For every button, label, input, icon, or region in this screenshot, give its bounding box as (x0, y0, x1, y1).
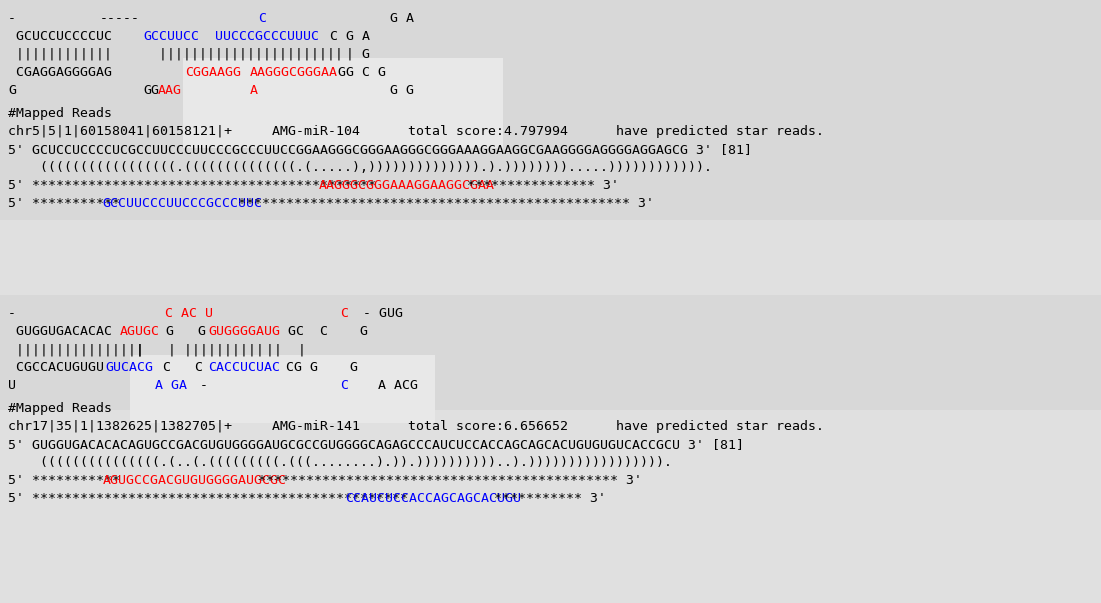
Text: GCCUUCC: GCCUUCC (143, 30, 199, 43)
Text: 5' GCUCCUCCCCUCGCCUUCCCUUCCCGCCCUUCCGGAAGGGCGGGAAGGGCGGGAAAGGAAGGCGAAGGGGAGGGGAG: 5' GCUCCUCCCCUCGCCUUCCCUUCCCGCCCUUCCGGAA… (8, 143, 752, 156)
Text: | G: | G (338, 48, 370, 61)
Text: C: C (340, 307, 348, 320)
Text: GUCACG: GUCACG (105, 361, 153, 374)
Text: ||||||||: |||||||| (143, 48, 224, 61)
Text: C   C: C C (155, 361, 211, 374)
Text: CCAUCUCCACCAGCAGCACUGU: CCAUCUCCACCAGCAGCACUGU (346, 492, 522, 505)
FancyBboxPatch shape (0, 0, 1101, 220)
Text: CACCUCUAC: CACCUCUAC (208, 361, 280, 374)
Text: chr17|35|1|1382625|1382705|+     AMG-miR-141      total score:6.656652      have: chr17|35|1|1382625|1382705|+ AMG-miR-141… (8, 420, 824, 433)
FancyBboxPatch shape (183, 58, 503, 148)
Text: #Mapped Reads: #Mapped Reads (8, 107, 112, 120)
Text: -: - (192, 379, 208, 392)
FancyBboxPatch shape (0, 295, 1101, 410)
Text: C G A: C G A (330, 30, 370, 43)
Text: G: G (328, 325, 368, 338)
Text: |||||||||||||||: ||||||||||||||| (215, 48, 344, 61)
FancyBboxPatch shape (0, 410, 1101, 603)
Text: chr5|5|1|60158041|60158121|+     AMG-miR-104      total score:4.797994      have: chr5|5|1|60158041|60158121|+ AMG-miR-104… (8, 125, 824, 138)
Text: GC  C: GC C (280, 325, 328, 338)
Text: 5' ***********: 5' *********** (8, 474, 120, 487)
Text: *********** 3': *********** 3' (494, 492, 606, 505)
Text: AAGGGCGGGAA: AAGGGCGGGAA (250, 66, 338, 79)
Text: A: A (250, 84, 258, 97)
Text: ********************************************* 3': ****************************************… (258, 474, 642, 487)
Text: -----: ----- (100, 12, 140, 25)
Text: CGCCACUGUGU: CGCCACUGUGU (8, 361, 103, 374)
Text: C: C (340, 379, 348, 392)
Text: G   G: G G (159, 325, 214, 338)
Text: #Mapped Reads: #Mapped Reads (8, 402, 112, 415)
Text: AAGGGCGGGAAAGGAAGGCGAA: AAGGGCGGGAAAGGAAGGCGAA (318, 179, 494, 192)
Text: ||||||||||||||||: |||||||||||||||| (8, 343, 144, 356)
Text: UUCCCGCCCUUUC: UUCCCGCCCUUUC (215, 30, 319, 43)
Text: A GA: A GA (155, 379, 187, 392)
Text: U: U (8, 379, 17, 392)
Text: GCUCCUCCCCUC: GCUCCUCCCCUC (8, 30, 112, 43)
Text: CGAGGAGGGGAG: CGAGGAGGGGAG (8, 66, 112, 79)
Text: 5' *******************************************: 5' *************************************… (8, 179, 377, 192)
Text: GUGGGGAUG: GUGGGGAUG (208, 325, 280, 338)
Text: **************** 3': **************** 3' (467, 179, 619, 192)
Text: A ACG: A ACG (370, 379, 418, 392)
Text: CGGAAGG: CGGAAGG (185, 66, 241, 79)
Text: (((((((((((((((((.((((((((((((((.(.....),)))))))))))))).).)))))))).....))))))))): (((((((((((((((((.((((((((((((((.(.....)… (8, 161, 712, 174)
Text: CG G    G: CG G G (277, 361, 358, 374)
Text: ||||||||||||: |||||||||||| (8, 48, 112, 61)
Text: GUGGUGACACAC: GUGGUGACACAC (8, 325, 112, 338)
Text: -: - (8, 307, 17, 320)
Text: G G: G G (390, 84, 414, 97)
Text: 5' ***********************************************: 5' *************************************… (8, 492, 408, 505)
Text: - GUG: - GUG (355, 307, 403, 320)
FancyBboxPatch shape (130, 355, 435, 423)
Text: AGUGCCGACGUGUGGGGAUGCGC: AGUGCCGACGUGUGGGGAUGCGC (102, 474, 286, 487)
Text: G: G (8, 84, 17, 97)
Text: AGUGC: AGUGC (120, 325, 160, 338)
Text: C: C (258, 12, 266, 25)
Text: GCCUUCCCUUCCCGCCCUUC: GCCUUCCCUUCCCGCCCUUC (102, 197, 262, 210)
Text: GG: GG (143, 84, 159, 97)
Text: AAG: AAG (159, 84, 182, 97)
Text: ************************************************* 3': ****************************************… (238, 197, 654, 210)
Text: |   | ||||||||||: | | |||||||||| (128, 343, 264, 356)
Text: C AC U: C AC U (165, 307, 212, 320)
Text: ||  |: || | (258, 343, 306, 356)
Text: (((((((((((((((.(..(.(((((((((.(((........).)).))))))))))..).))))))))))))))))).: (((((((((((((((.(..(.(((((((((.(((......… (8, 456, 672, 469)
Text: 5' ***********: 5' *********** (8, 197, 120, 210)
Text: GG C G: GG C G (338, 66, 386, 79)
FancyBboxPatch shape (0, 220, 1101, 295)
Text: -: - (8, 12, 17, 25)
Text: G A: G A (390, 12, 414, 25)
Text: 5' GUGGUGACACACAGUGCCGACGUGUGGGGAUGCGCCGUGGGGCAGAGCCCAUCUCCACCAGCAGCACUGUGUGUCAC: 5' GUGGUGACACACAGUGCCGACGUGUGGGGAUGCGCCG… (8, 438, 744, 451)
